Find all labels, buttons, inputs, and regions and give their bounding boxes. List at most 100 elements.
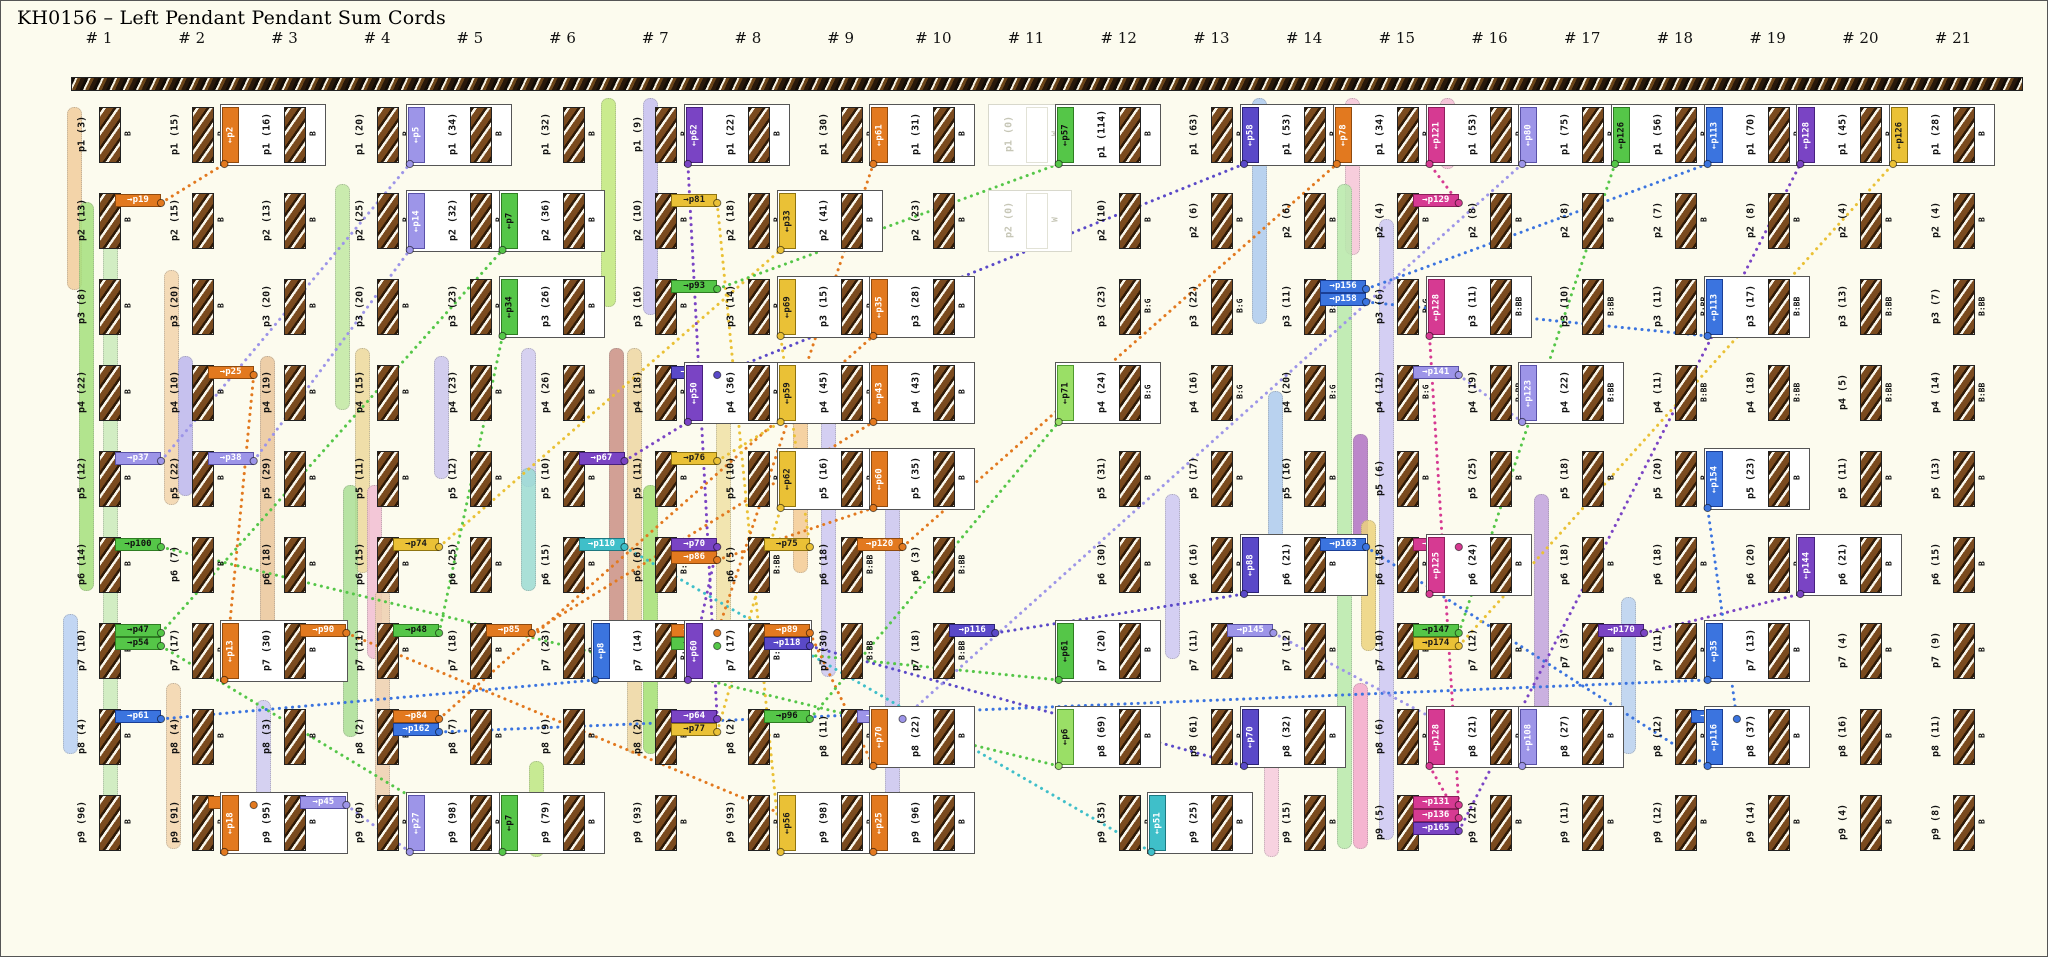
pendant-cell[interactable]: p4 (12) B:G →p141 <box>1333 361 1463 425</box>
pendant-cell[interactable]: p6 (5) B:BB →p75 <box>684 533 814 597</box>
pendant-cell[interactable]: p7 (3) B →p170 <box>1518 619 1648 683</box>
pendant-cell[interactable]: p8 (11) B <box>1889 705 2019 769</box>
pendant-cell[interactable]: p6 (18) B <box>1518 533 1648 597</box>
pendant-cell[interactable]: p5 (12) B →p37 <box>35 447 165 511</box>
pendant-cell[interactable]: p8 (2) B →p84 →p162 <box>313 705 443 769</box>
pendant-cell[interactable]: p4 (26) B <box>499 361 629 425</box>
pendant-cell[interactable]: p3 (8) B <box>35 275 165 339</box>
pendant-cell[interactable]: ←p13 p7 (30) B →p90 <box>220 619 350 683</box>
pendant-cell[interactable]: p5 (6) B <box>1333 447 1463 511</box>
pendant-cell[interactable]: ←p61 p7 (20) B <box>1054 619 1185 683</box>
sum-in-box[interactable]: ←p154 <box>1705 451 1723 507</box>
pendant-cell[interactable]: p5 (25) B <box>1426 447 1556 511</box>
pendant-cell[interactable]: ←p7 p9 (79) B <box>498 791 629 855</box>
pendant-cell[interactable]: p8 (4) B →p61 <box>35 705 165 769</box>
pendant-cell[interactable]: p8 (3) B <box>220 705 350 769</box>
pendant-cell[interactable]: p3 (13) B:BB <box>1796 275 1926 339</box>
sum-in-box[interactable]: ←p126 <box>1612 107 1630 163</box>
sum-in-box[interactable]: ←p113 <box>1705 279 1723 335</box>
pendant-cell[interactable]: p1 (3) B <box>35 103 165 167</box>
pendant-cell[interactable]: p2 (4) B <box>1889 189 2019 253</box>
sum-in-box[interactable]: ←p5 <box>407 107 425 163</box>
pendant-cell[interactable]: p6 (18) B <box>220 533 350 597</box>
sum-out-box[interactable]: →p77 <box>671 723 718 736</box>
pendant-cell[interactable]: p5 (11) B <box>1796 447 1926 511</box>
pendant-cell[interactable]: p5 (17) B <box>1147 447 1277 511</box>
pendant-cell[interactable]: ←p61 p1 (31) B <box>869 103 999 167</box>
sum-in-box[interactable]: ←p113 <box>1705 107 1723 163</box>
pendant-cell[interactable]: p3 (6)B:G <box>1333 275 1463 339</box>
sum-in-box[interactable]: ←p7 <box>500 795 518 851</box>
pendant-cell[interactable]: p5 (31) B <box>1055 447 1185 511</box>
pendant-cell[interactable]: p2 (6) B <box>1240 189 1370 253</box>
sum-in-box[interactable]: ←p70 <box>1242 709 1260 765</box>
pendant-cell[interactable]: ←p60 p5 (35) B <box>869 447 999 511</box>
sum-in-box[interactable]: ←p8 <box>593 623 611 679</box>
pendant-cell[interactable]: p2 (6) B <box>1147 189 1277 253</box>
pendant-cell[interactable]: p2 (13) B <box>220 189 350 253</box>
pendant-cell[interactable]: p7 (18) B:BB →p116 <box>869 619 999 683</box>
pendant-cell[interactable]: p1 (63)B <box>1147 103 1277 167</box>
pendant-cell[interactable]: p6 (18) B <box>1611 533 1741 597</box>
sum-in-box[interactable]: ←p144 <box>1798 537 1816 593</box>
pendant-cell[interactable]: ←p126 p1 (28) B <box>1889 103 2019 167</box>
pendant-cell[interactable]: p4 (15) B <box>313 361 443 425</box>
sum-in-box[interactable]: ←p18 <box>222 795 240 851</box>
sum-in-box[interactable]: ←p61 <box>1056 623 1074 679</box>
sum-in-box[interactable]: ←p126 <box>1891 107 1908 163</box>
pendant-cell[interactable]: ←p34 p3 (26) B <box>498 275 629 339</box>
sum-in-box[interactable]: ←p116 <box>1705 709 1723 765</box>
pendant-cell[interactable]: ←p71 p4 (24) B:G <box>1054 361 1185 425</box>
pendant-cell[interactable]: p6 (16)B <box>1147 533 1277 597</box>
pendant-cell[interactable]: p5 (22) B →p38 <box>128 447 258 511</box>
sum-in-box[interactable]: ←p70 <box>871 709 889 765</box>
sum-in-box[interactable]: ←p71 <box>1056 365 1074 421</box>
pendant-cell[interactable]: p6 (15) B →p74 <box>313 533 443 597</box>
sum-in-box[interactable]: ←p7 <box>500 193 518 249</box>
pendant-cell[interactable]: ←p88 p6 (21) B →p163 <box>1240 533 1370 597</box>
sum-in-box[interactable]: ←p123 <box>1520 365 1538 421</box>
pendant-cell[interactable]: p3 (14)B <box>684 275 814 339</box>
pendant-cell[interactable]: p2 (0) W <box>962 189 1092 253</box>
pendant-cell[interactable]: ←p25 p9 (96) B <box>869 791 999 855</box>
pendant-cell[interactable]: p4 (19)B:BB <box>1426 361 1556 425</box>
pendant-cell[interactable]: p5 (10)B <box>684 447 814 511</box>
pendant-cell[interactable]: p1 (32) B <box>499 103 629 167</box>
sum-out-box[interactable]: →p37 <box>115 452 161 465</box>
pendant-cell[interactable]: ←p43 p4 (43) B <box>869 361 999 425</box>
pendant-cell[interactable]: p8 (6)B <box>1333 705 1463 769</box>
pendant-cell[interactable]: ←p70 p8 (22) B <box>869 705 999 769</box>
pendant-cell[interactable]: ←p60 p7 (17) B:BB →p89 →p118 <box>683 619 814 683</box>
sum-in-box[interactable]: ←p6 <box>1056 709 1074 765</box>
sum-out-box[interactable]: →p120 <box>856 538 903 551</box>
pendant-cell[interactable]: ←p128 p3 (11) B:BB <box>1425 275 1556 339</box>
pendant-cell[interactable]: p9 (5)B→p131→p136→p165 <box>1333 791 1463 855</box>
sum-in-box[interactable]: ←p60 <box>871 451 889 507</box>
pendant-cell[interactable]: p8 (9) B <box>499 705 629 769</box>
pendant-cell[interactable]: ←p7 p2 (36) B <box>498 189 629 253</box>
pendant-cell[interactable]: p5 (13) B <box>1889 447 2019 511</box>
pendant-cell[interactable]: p9 (11) B <box>1518 791 1648 855</box>
pendant-cell[interactable]: p4 (5) B:BB <box>1796 361 1926 425</box>
sum-in-box[interactable]: ←p35 <box>871 279 889 335</box>
pendant-cell[interactable]: p2 (8) B <box>1518 189 1648 253</box>
sum-in-box[interactable]: ←p60 <box>685 623 703 679</box>
pendant-cell[interactable]: p2 (18)B <box>684 189 814 253</box>
sum-in-box[interactable]: ←p27 <box>407 795 425 851</box>
sum-in-box[interactable]: ←p62 <box>685 107 703 163</box>
sum-in-box[interactable]: ←p62 <box>778 451 796 507</box>
pendant-cell[interactable]: p9 (93)B <box>684 791 814 855</box>
pendant-cell[interactable]: p3 (23)B <box>406 275 536 339</box>
sum-out-box[interactable]: →p48 <box>393 624 440 637</box>
pendant-cell[interactable]: p2 (25)B <box>313 189 443 253</box>
pendant-cell[interactable]: p9 (93)B <box>591 791 721 855</box>
pendant-cell[interactable]: p2 (4) B <box>1796 189 1926 253</box>
sum-in-box[interactable]: ←p13 <box>222 623 240 679</box>
sum-in-box[interactable]: ←p56 <box>778 795 796 851</box>
